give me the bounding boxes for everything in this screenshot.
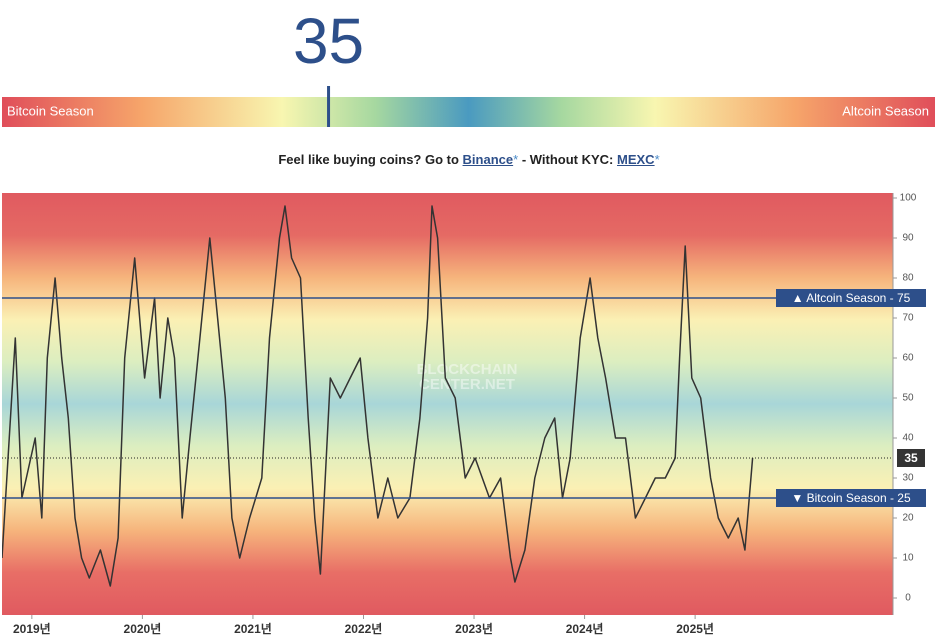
- mexc-link[interactable]: MEXC: [617, 152, 655, 167]
- gauge-bar: [2, 97, 935, 127]
- x-tick-label: 2019년: [13, 622, 51, 636]
- x-tick-label: 2025년: [676, 622, 714, 636]
- asterisk: *: [654, 152, 660, 167]
- x-tick-label: 2022년: [345, 622, 383, 636]
- y-tick-label: 80: [902, 273, 914, 284]
- x-tick-label: 2023년: [455, 622, 493, 636]
- current-label-box: [897, 449, 925, 467]
- y-tick-label: 10: [902, 553, 914, 564]
- y-tick-label: 0: [905, 593, 911, 604]
- promo: Feel like buying coins? Go to Binance* -…: [0, 152, 938, 167]
- plot-background: [2, 193, 893, 615]
- x-tick-label: 2021년: [234, 622, 272, 636]
- reference-label: ▲ Altcoin Season - 75: [792, 291, 911, 305]
- asterisk: *: [513, 152, 519, 167]
- current-value: 35: [293, 5, 364, 77]
- y-tick-label: 90: [902, 233, 914, 244]
- binance-link[interactable]: Binance: [462, 152, 514, 167]
- reference-label-box: [776, 289, 926, 307]
- gauge-left-label: Bitcoin Season: [7, 103, 94, 118]
- watermark: CENTER.NET: [419, 376, 515, 393]
- promo-text: - Without KYC:: [521, 152, 614, 167]
- reference-label-box: [776, 489, 926, 507]
- watermark: BLOCKCHAIN: [417, 361, 518, 378]
- index-line: [2, 205, 754, 587]
- x-tick-label: 2020년: [124, 622, 162, 636]
- reference-label: ▼ Bitcoin Season - 25: [791, 491, 911, 505]
- y-tick-label: 50: [902, 393, 914, 404]
- x-tick-label: 2024년: [566, 622, 604, 636]
- y-tick-label: 30: [902, 473, 914, 484]
- current-label: 35: [904, 451, 918, 465]
- y-tick-label: 20: [902, 513, 914, 524]
- y-tick-label: 70: [902, 313, 914, 324]
- y-tick-label: 100: [900, 193, 917, 204]
- gauge-right-label: Altcoin Season: [842, 103, 929, 118]
- y-tick-label: 40: [902, 433, 914, 444]
- promo-text: Feel like buying coins? Go to: [278, 152, 459, 167]
- y-tick-label: 60: [902, 353, 914, 364]
